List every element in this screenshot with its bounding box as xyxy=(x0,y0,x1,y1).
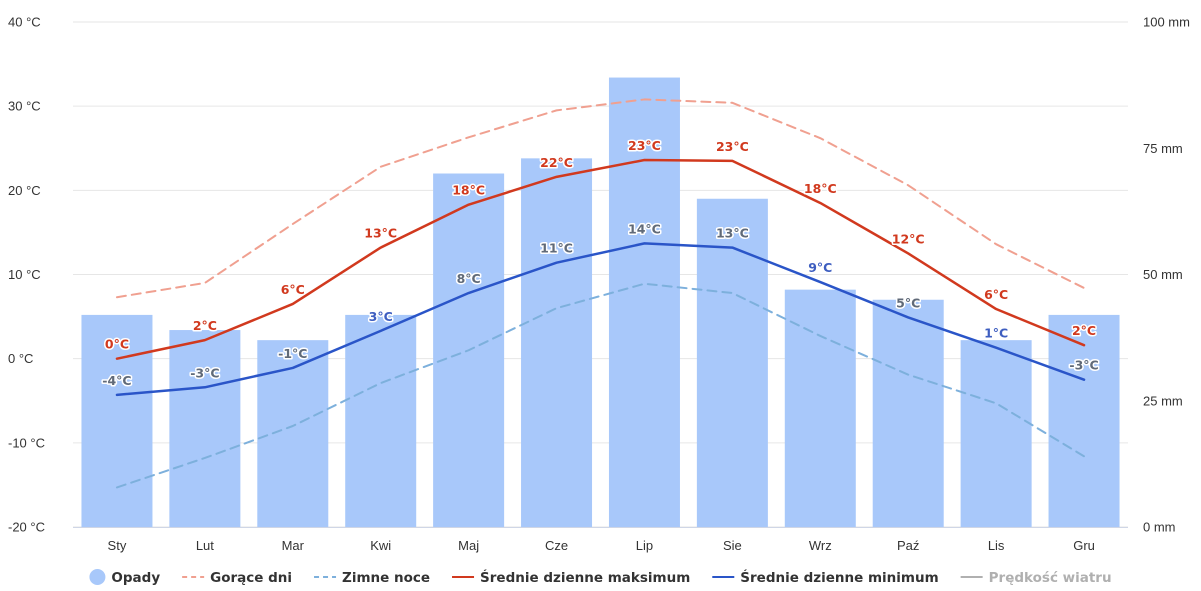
x-tick-label: Lis xyxy=(988,538,1005,553)
data-label-srednie-dzienne-maksimum: 6°C xyxy=(281,282,305,297)
legend-item-zimne-noce[interactable]: Zimne noce xyxy=(314,570,430,586)
x-tick-label: Sty xyxy=(108,538,127,553)
y-right-tick-label: 50 mm xyxy=(1143,267,1183,282)
data-label-srednie-dzienne-minimum: 11°C xyxy=(540,241,573,256)
bar-opady xyxy=(784,289,856,527)
temperature-lines xyxy=(115,98,1086,489)
y-right-tick-label: 25 mm xyxy=(1143,393,1183,408)
bar-opady xyxy=(345,314,417,527)
data-label-srednie-dzienne-maksimum: 22°C xyxy=(540,155,573,170)
data-label-srednie-dzienne-minimum: 5°C xyxy=(896,295,920,310)
y-right-tick-label: 75 mm xyxy=(1143,141,1183,156)
y-left-tick-label: 0 °C xyxy=(8,351,33,366)
legend-item-gorace-dni[interactable]: Gorące dni xyxy=(182,570,292,586)
y-left-tick-label: 30 °C xyxy=(8,99,41,114)
bar-opady xyxy=(696,198,768,527)
y-left-tick-label: 40 °C xyxy=(8,15,41,30)
x-tick-label: Gru xyxy=(1073,538,1095,553)
x-tick-label: Lip xyxy=(636,538,653,553)
x-tick-label: Cze xyxy=(545,538,568,553)
y-left-tick-label: 10 °C xyxy=(8,267,41,282)
legend-label: Prędkość wiatru xyxy=(989,570,1112,586)
data-label-srednie-dzienne-maksimum: 18°C xyxy=(804,181,837,196)
precipitation-bars xyxy=(81,77,1120,528)
data-label-srednie-dzienne-minimum: 13°C xyxy=(716,226,749,241)
legend-item-srednie-dzienne-maksimum[interactable]: Średnie dzienne maksimum xyxy=(452,568,690,586)
line-gorace-dni xyxy=(115,98,1086,299)
line-srednie-dzienne-minimum xyxy=(115,242,1086,397)
data-label-srednie-dzienne-maksimum: 23°C xyxy=(628,138,661,153)
data-label-srednie-dzienne-maksimum: 13°C xyxy=(364,226,397,241)
legend-item-predkosc-wiatru[interactable]: Prędkość wiatru xyxy=(960,570,1112,586)
bar-opady xyxy=(257,340,329,527)
data-label-srednie-dzienne-maksimum: 2°C xyxy=(1072,323,1096,338)
data-labels: 0°C 2°C 6°C 13°C 18°C 22°C 23°C 23°C 18°C 12°C 6°C… xyxy=(101,137,1100,390)
axes: -20 °C -10 °C 0 °C 10 °C 20 °C 30 °C 40 °C 0 mm… xyxy=(8,15,1190,554)
data-label-srednie-dzienne-minimum: 8°C xyxy=(457,271,481,286)
x-tick-label: Kwi xyxy=(370,538,391,553)
y-left-tick-label: -20 °C xyxy=(8,520,45,535)
y-left-tick-label: 20 °C xyxy=(8,183,41,198)
legend-label: Opady xyxy=(111,570,160,586)
data-label-srednie-dzienne-minimum: -4°C xyxy=(102,373,131,388)
data-label-srednie-dzienne-maksimum: 23°C xyxy=(716,139,749,154)
data-label-srednie-dzienne-maksimum: 6°C xyxy=(984,287,1008,302)
bar-opady xyxy=(608,77,680,528)
data-label-srednie-dzienne-minimum: 9°C xyxy=(808,260,832,275)
x-tick-label: Mar xyxy=(282,538,305,553)
legend[interactable]: Opady Gorące dni Zimne noce Średnie dzienne… xyxy=(89,568,1112,586)
data-label-srednie-dzienne-minimum: 1°C xyxy=(984,326,1008,341)
legend-label: Zimne noce xyxy=(342,570,430,586)
x-tick-label: Paź xyxy=(897,538,919,553)
data-label-srednie-dzienne-minimum: 3°C xyxy=(369,309,393,324)
data-label-srednie-dzienne-maksimum: 18°C xyxy=(452,183,485,198)
legend-label: Średnie dzienne minimum xyxy=(740,568,938,586)
legend-item-opady[interactable]: Opady xyxy=(89,569,160,586)
legend-label: Średnie dzienne maksimum xyxy=(480,568,690,586)
y-right-tick-label: 100 mm xyxy=(1143,15,1190,30)
y-left-tick-label: -10 °C xyxy=(8,435,45,450)
data-label-srednie-dzienne-maksimum: 0°C xyxy=(105,337,129,352)
y-right-tick-label: 0 mm xyxy=(1143,520,1176,535)
legend-item-srednie-dzienne-minimum[interactable]: Średnie dzienne minimum xyxy=(712,568,939,586)
bar-opady xyxy=(872,299,944,527)
line-srednie-dzienne-maksimum xyxy=(115,158,1086,360)
bar-opady xyxy=(81,314,153,527)
legend-symbol xyxy=(89,569,106,585)
data-label-srednie-dzienne-minimum: -1°C xyxy=(278,346,307,361)
x-tick-label: Maj xyxy=(458,538,479,553)
line-zimne-noce xyxy=(115,282,1086,489)
bar-opady xyxy=(960,340,1032,527)
data-label-srednie-dzienne-maksimum: 12°C xyxy=(892,231,925,246)
x-tick-label: Lut xyxy=(196,538,214,553)
data-label-srednie-dzienne-minimum: 14°C xyxy=(628,221,661,236)
x-tick-label: Sie xyxy=(723,538,742,553)
data-label-srednie-dzienne-minimum: -3°C xyxy=(190,365,219,380)
bar-opady xyxy=(1048,314,1120,527)
data-label-srednie-dzienne-minimum: -3°C xyxy=(1069,358,1098,373)
bar-opady xyxy=(521,158,593,527)
legend-label: Gorące dni xyxy=(210,570,292,586)
bar-opady xyxy=(169,330,241,527)
data-label-srednie-dzienne-maksimum: 2°C xyxy=(193,318,217,333)
x-tick-label: Wrz xyxy=(809,538,832,553)
